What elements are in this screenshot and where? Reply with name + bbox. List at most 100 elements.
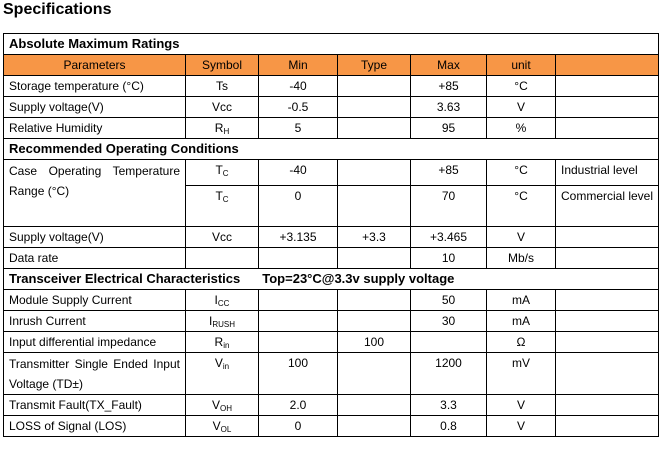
note-cell bbox=[554, 394, 660, 416]
column-header bbox=[554, 54, 660, 76]
symbol-cell: Rin bbox=[185, 331, 259, 353]
section-title: Transceiver Electrical Characteristics bbox=[9, 271, 241, 286]
param-cell: Transmitter Single Ended Input Voltage (… bbox=[3, 352, 186, 395]
unit-cell: V bbox=[486, 415, 556, 437]
symbol-subscript: H bbox=[223, 127, 230, 136]
symbol-cell: Vin bbox=[185, 352, 259, 395]
table-row: Data rate 10 Mb/s bbox=[3, 247, 660, 269]
table-row: Inrush Current IRUSH 30 mA bbox=[3, 310, 660, 332]
symbol-cell: Ts bbox=[185, 75, 259, 97]
table-row: Module Supply Current ICC 50 mA bbox=[3, 289, 660, 311]
type-cell bbox=[337, 310, 411, 332]
symbol-cell: Vcc bbox=[185, 96, 259, 118]
min-cell bbox=[258, 331, 338, 353]
table-row: Relative Humidity RH 5 95% bbox=[3, 117, 660, 139]
param-cell: Supply voltage(V) bbox=[3, 226, 186, 248]
note-cell bbox=[554, 96, 660, 118]
symbol-cell: TC bbox=[185, 185, 259, 227]
type-cell bbox=[337, 75, 411, 97]
unit-cell: V bbox=[486, 96, 556, 118]
note-cell bbox=[554, 226, 660, 248]
param-cell: Case Operating Temperature Range (°C) bbox=[3, 159, 186, 227]
unit-cell: V bbox=[486, 394, 556, 416]
symbol-subscript: C bbox=[222, 169, 229, 178]
symbol-subscript: CC bbox=[217, 299, 230, 308]
max-cell: 3.63 bbox=[410, 96, 487, 118]
min-cell: +3.135 bbox=[258, 226, 338, 248]
param-cell: Data rate bbox=[3, 247, 186, 269]
type-cell bbox=[337, 415, 411, 437]
table-row: Supply voltage(V) Vcc +3.135 +3.3 +3.465 V bbox=[3, 226, 660, 248]
table-row: Transmitter Single Ended Input Voltage (… bbox=[3, 352, 660, 395]
unit-cell: mV bbox=[486, 352, 556, 395]
param-cell: Transmit Fault(TX_Fault) bbox=[3, 394, 186, 416]
column-header: unit bbox=[486, 54, 556, 76]
type-cell: 100 bbox=[337, 331, 411, 353]
max-cell: +85 bbox=[410, 159, 487, 186]
note-cell: Commercial level bbox=[554, 185, 660, 227]
max-cell: 30 bbox=[410, 310, 487, 332]
max-cell: +85 bbox=[410, 75, 487, 97]
note-cell bbox=[554, 289, 660, 311]
note-cell bbox=[554, 117, 660, 139]
note-cell bbox=[554, 247, 660, 269]
min-cell: 0 bbox=[258, 415, 338, 437]
note-cell bbox=[554, 331, 660, 353]
section-header: Transceiver Electrical Characteristics To… bbox=[2, 268, 660, 290]
section-note: Top=23°C@3.3v supply voltage bbox=[262, 271, 455, 286]
symbol-cell: VOH bbox=[185, 394, 259, 416]
min-cell: 5 bbox=[258, 117, 338, 139]
symbol-subscript: OL bbox=[220, 425, 232, 434]
max-cell: +3.465 bbox=[410, 226, 487, 248]
table-row: Input differential impedance Rin 100 Ω bbox=[3, 331, 660, 353]
min-cell: -0.5 bbox=[258, 96, 338, 118]
type-cell: +3.3 bbox=[337, 226, 411, 248]
param-cell: Supply voltage(V) bbox=[3, 96, 186, 118]
min-cell: -40 bbox=[258, 75, 338, 97]
param-cell: Relative Humidity bbox=[3, 117, 186, 139]
min-cell: 2.0 bbox=[258, 394, 338, 416]
table-row: Storage temperature (°C) Ts -40 +85 °C bbox=[3, 75, 660, 97]
table-row: Case Operating Temperature Range (°C) TC -… bbox=[3, 159, 660, 227]
type-cell bbox=[337, 96, 411, 118]
type-cell bbox=[337, 159, 411, 186]
symbol-subscript: in bbox=[223, 341, 230, 350]
symbol-subscript: RUSH bbox=[212, 320, 235, 329]
symbol-cell: RH bbox=[185, 117, 259, 139]
unit-cell: V bbox=[486, 226, 556, 248]
note-cell: Industrial level bbox=[554, 159, 660, 186]
min-cell bbox=[258, 289, 338, 311]
column-header: Max bbox=[410, 54, 487, 76]
symbol-subscript: OH bbox=[220, 404, 232, 413]
unit-cell: Ω bbox=[486, 331, 556, 353]
symbol-subscript: in bbox=[222, 362, 230, 371]
type-cell bbox=[337, 352, 411, 395]
min-cell: 100 bbox=[258, 352, 338, 395]
column-header: Parameters bbox=[3, 54, 186, 76]
page-title: Specifications bbox=[3, 1, 112, 18]
max-cell: 95 bbox=[410, 117, 487, 139]
symbol-cell bbox=[185, 247, 259, 269]
table-row: TC 0 70 °C Commercial level bbox=[4, 185, 660, 227]
type-cell bbox=[337, 117, 411, 139]
table-row: Supply voltage(V) Vcc -0.5 3.63 V bbox=[3, 96, 660, 118]
unit-cell: °C bbox=[486, 75, 556, 97]
unit-cell: °C bbox=[486, 159, 556, 186]
column-header-row: Parameters Symbol Min Type Max unit bbox=[3, 54, 660, 76]
note-cell bbox=[554, 415, 660, 437]
symbol-cell: ICC bbox=[185, 289, 259, 311]
section-header: Recommended Operating Conditions bbox=[2, 138, 660, 160]
type-cell bbox=[337, 247, 411, 269]
max-cell: 10 bbox=[410, 247, 487, 269]
table-row: LOSS of Signal (LOS) VOL 0 0.8 V bbox=[3, 415, 660, 437]
max-cell: 70 bbox=[410, 185, 487, 227]
max-cell bbox=[410, 331, 487, 353]
table-row: Transmit Fault(TX_Fault) VOH 2.0 3.3 V bbox=[3, 394, 660, 416]
column-header: Type bbox=[337, 54, 411, 76]
note-cell bbox=[554, 352, 660, 395]
min-cell bbox=[258, 247, 338, 269]
unit-cell: Mb/s bbox=[486, 247, 556, 269]
specifications-table: Absolute Maximum Ratings Parameters Symbol… bbox=[2, 33, 660, 437]
max-cell: 0.8 bbox=[410, 415, 487, 437]
max-cell: 1200 bbox=[410, 352, 487, 395]
